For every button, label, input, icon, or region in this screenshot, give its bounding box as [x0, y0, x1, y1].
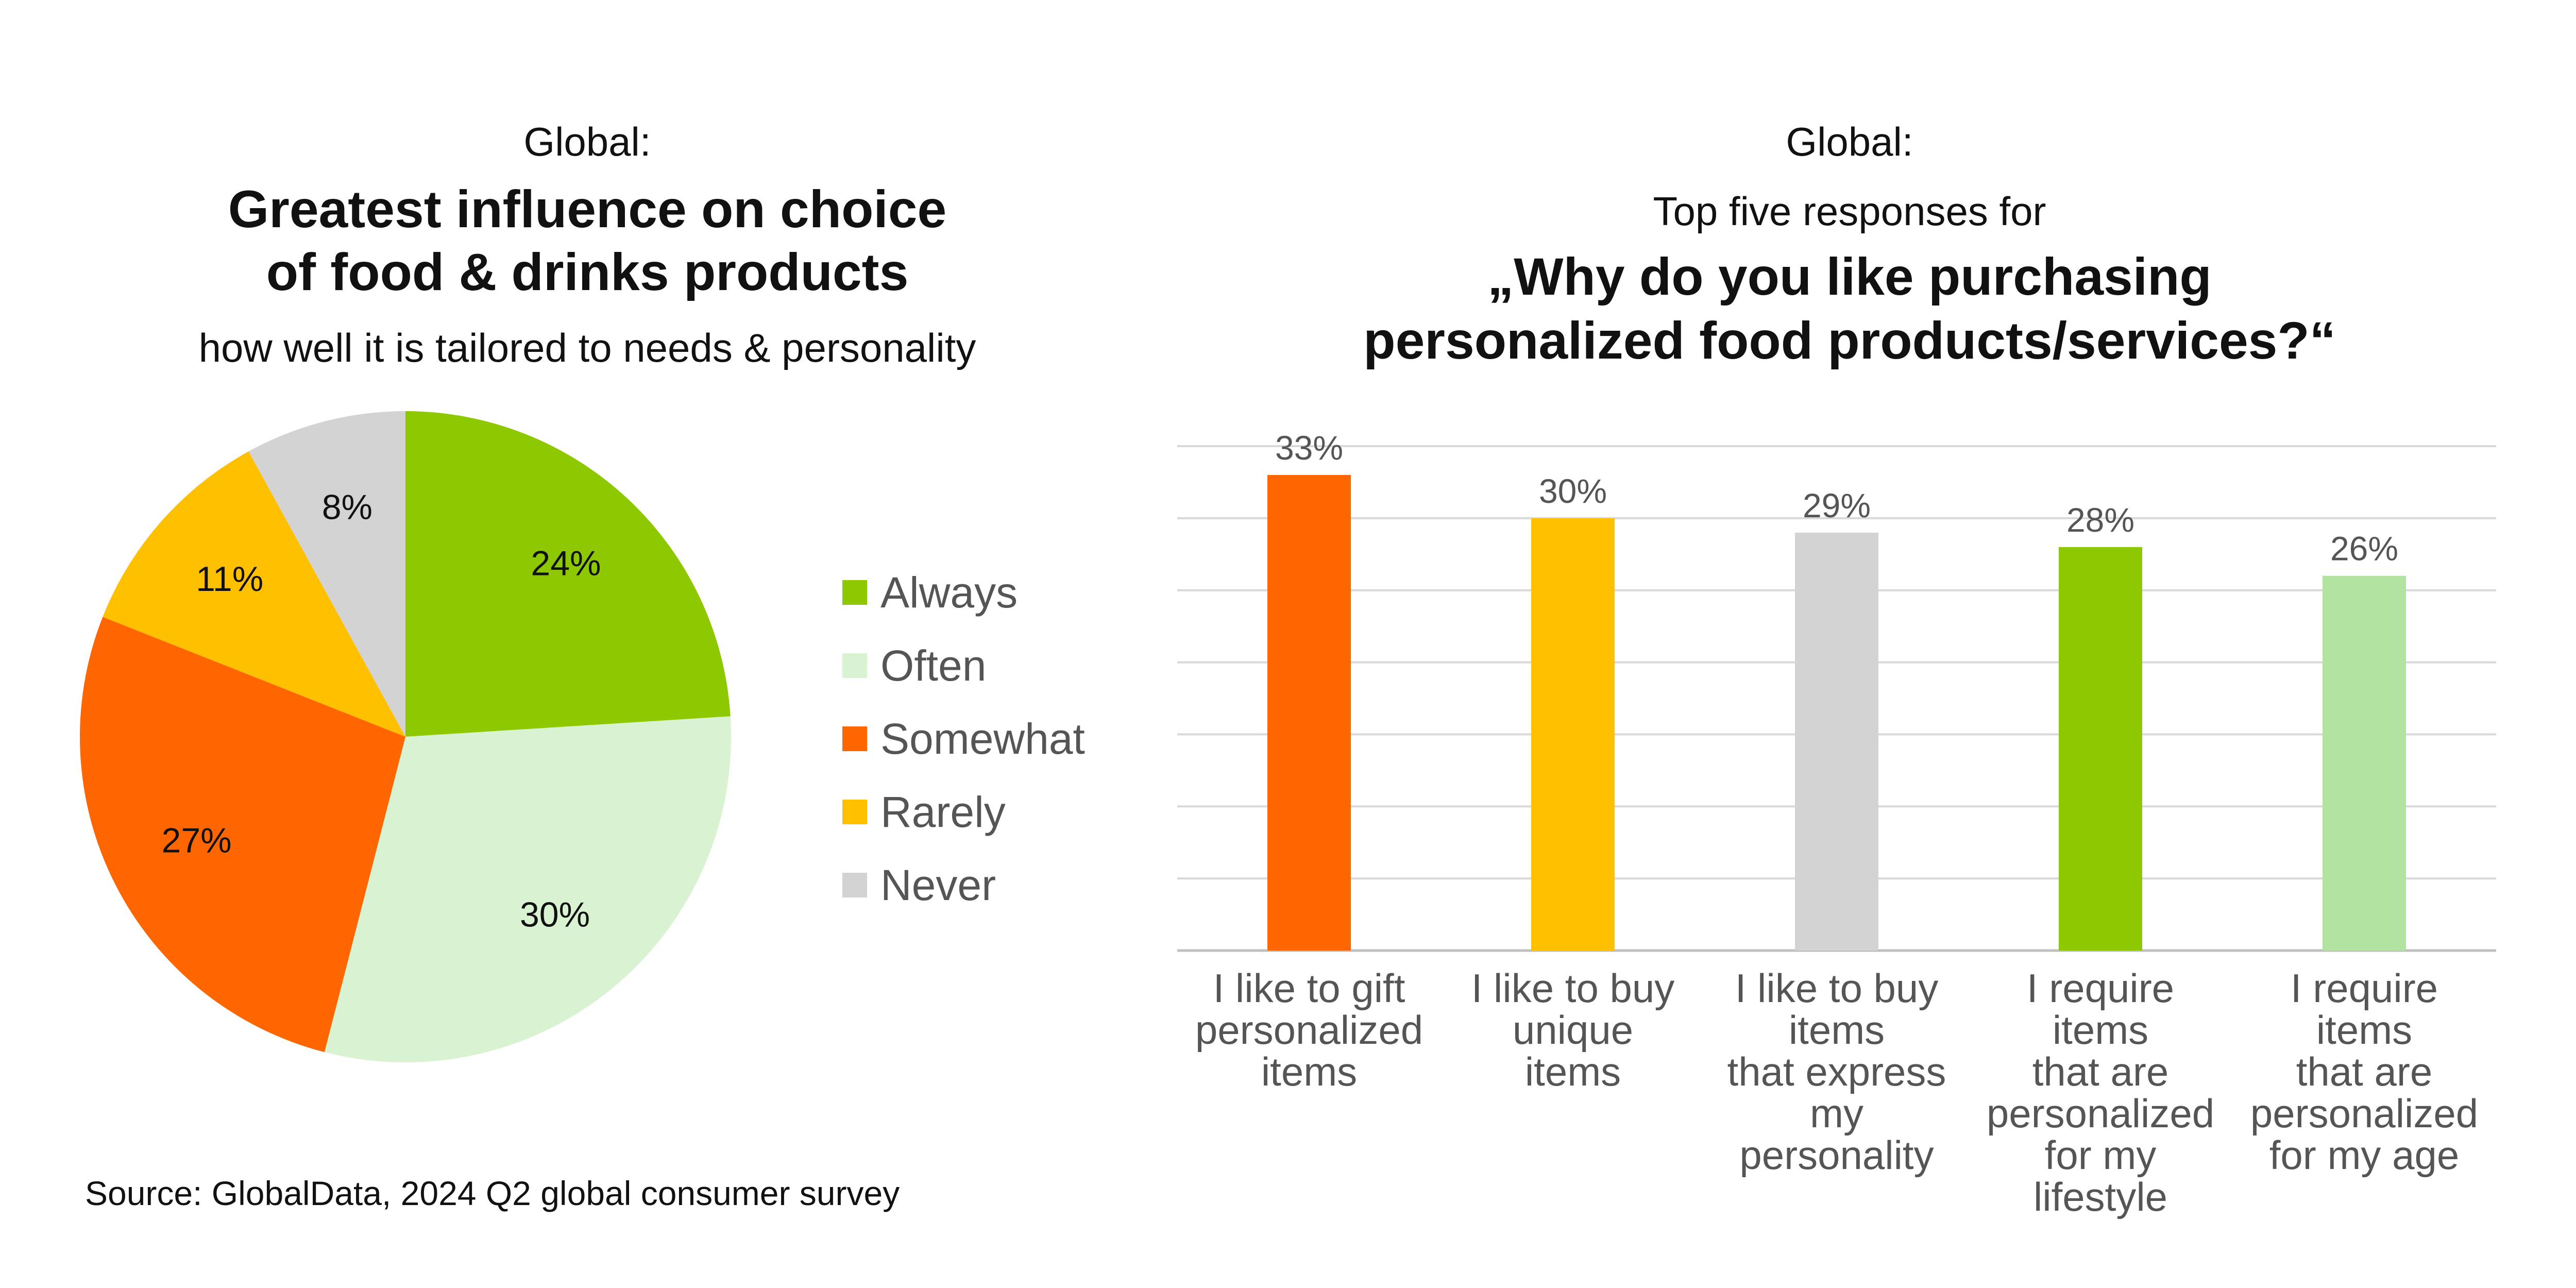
legend-item-somewhat: Somewhat: [842, 713, 1085, 765]
legend-swatch-often: [842, 653, 867, 678]
bar-4: [2059, 547, 2142, 951]
bar-category-label-1: I like to gift personalized items: [1195, 965, 1423, 1094]
pie-slice-rarely: [103, 451, 406, 737]
pie-chart: 24% 30% 27% 11% 8%: [79, 411, 731, 1062]
bar-category-label-5: I require items that are personalized fo…: [2250, 965, 2479, 1178]
legend-label-rarely: Rarely: [880, 787, 1006, 836]
bar-pre-title: Global:: [1786, 119, 1913, 164]
legend-label-never: Never: [880, 860, 996, 909]
pie-slice-often: [324, 716, 731, 1062]
source-note: Source: GlobalData, 2024 Q2 global consu…: [85, 1174, 900, 1212]
pie-value-label-always: 24%: [531, 544, 601, 583]
pie-pre-title: Global:: [523, 119, 651, 164]
pie-title: Greatest influence on choice of food & d…: [72, 178, 1103, 303]
pie-slice-never: [248, 411, 405, 737]
bar-question: „Why do you like purchasing personalized…: [1180, 245, 2519, 372]
bar-5: [2323, 575, 2406, 951]
bar-category-label-2: I like to buy unique items: [1471, 965, 1675, 1094]
bar-category-label-3: I like to buy items that express my pers…: [1727, 965, 1946, 1178]
legend-swatch-never: [842, 873, 867, 897]
legend-swatch-always: [842, 580, 867, 605]
pie-value-label-often: 30%: [520, 895, 590, 935]
bar-question-line-1: „Why do you like purchasing: [1487, 247, 2212, 306]
bar-chart: 33% 30% 29% 28% 26%: [1177, 429, 2496, 952]
pie-slice-always: [405, 411, 731, 737]
bar-value-label-3: 29%: [1803, 486, 1871, 524]
legend-item-often: Often: [842, 640, 986, 691]
bar-value-label-5: 26%: [2330, 530, 2398, 568]
bar-category-label-4: I require items that are personalized fo…: [1986, 965, 2215, 1219]
legend-label-often: Often: [880, 641, 987, 690]
legend-label-somewhat: Somewhat: [880, 714, 1085, 763]
pie-subtitle: how well it is tailored to needs & perso…: [198, 325, 976, 370]
pie-value-label-somewhat: 27%: [162, 821, 232, 860]
legend-label-always: Always: [880, 568, 1018, 617]
bar-2: [1531, 518, 1615, 951]
bar-1: [1267, 474, 1351, 951]
bar-value-label-2: 30%: [1539, 472, 1607, 510]
legend-item-always: Always: [842, 567, 1018, 618]
bar-value-label-4: 28%: [2066, 501, 2134, 539]
pie-title-line-1: Greatest influence on choice: [228, 180, 947, 239]
pie-slice-somewhat: [79, 617, 405, 1053]
bar-3: [1795, 532, 1878, 951]
pie-value-label-never: 8%: [322, 487, 372, 527]
bar-question-line-2: personalized food products/services?“: [1363, 311, 2336, 370]
legend-item-rarely: Rarely: [842, 786, 1006, 838]
bar-value-label-1: 33%: [1275, 429, 1343, 467]
legend-swatch-somewhat: [842, 726, 867, 751]
legend-swatch-rarely: [842, 800, 867, 824]
legend-item-never: Never: [842, 859, 996, 911]
pie-value-label-rarely: 11%: [196, 560, 263, 599]
pie-title-line-2: of food & drinks products: [266, 243, 909, 301]
bar-question-prefix: Top five responses for: [1653, 189, 2046, 234]
